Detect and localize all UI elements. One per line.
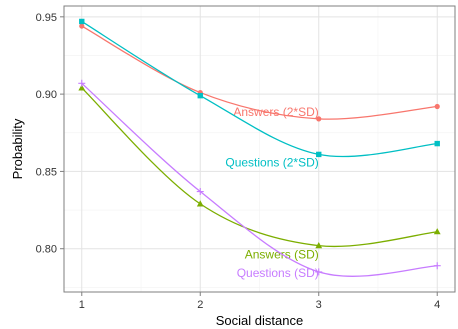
- data-point: [316, 151, 322, 158]
- data-point: [315, 268, 323, 276]
- series-group: Answers (2*SD): [79, 23, 440, 122]
- y-axis: 0.80 0.85 0.90 0.95: [36, 12, 64, 256]
- panel-border: [63, 5, 456, 293]
- series-layer: Answers (2*SD)Questions (2*SD)Answers (S…: [78, 18, 441, 280]
- data-point: [196, 188, 204, 196]
- data-point: [78, 84, 86, 91]
- data-point: [315, 242, 323, 249]
- series-line: [81, 25, 438, 120]
- data-point: [196, 200, 204, 207]
- data-point: [433, 228, 441, 235]
- x-tick-label: 2: [197, 299, 203, 311]
- data-point: [197, 92, 203, 99]
- series-line: [81, 20, 438, 158]
- series-group: Questions (SD): [78, 79, 441, 280]
- y-tick-label: 0.85: [36, 166, 57, 178]
- series-label: Answers (2*SD): [233, 105, 318, 119]
- data-point: [79, 23, 85, 29]
- series-line: [81, 82, 438, 277]
- x-tick-label: 3: [316, 299, 322, 311]
- x-tick-label: 4: [434, 299, 440, 311]
- x-tick-label: 1: [79, 299, 85, 311]
- series-line: [81, 87, 438, 248]
- series-label: Questions (SD): [237, 266, 319, 280]
- y-tick-label: 0.95: [36, 12, 57, 24]
- data-point: [316, 116, 322, 122]
- x-axis-title: Social distance: [216, 313, 303, 328]
- data-point: [433, 262, 441, 270]
- data-point: [434, 140, 440, 147]
- y-tick-label: 0.90: [36, 89, 57, 101]
- series-label: Questions (2*SD): [225, 155, 318, 169]
- data-point: [78, 79, 86, 87]
- data-point: [434, 103, 440, 110]
- series-group: Questions (2*SD): [79, 18, 440, 169]
- y-tick-label: 0.80: [36, 244, 57, 256]
- x-axis: 1 2 3 4: [79, 292, 440, 311]
- y-axis-title: Probability: [10, 118, 25, 179]
- data-point: [79, 18, 85, 25]
